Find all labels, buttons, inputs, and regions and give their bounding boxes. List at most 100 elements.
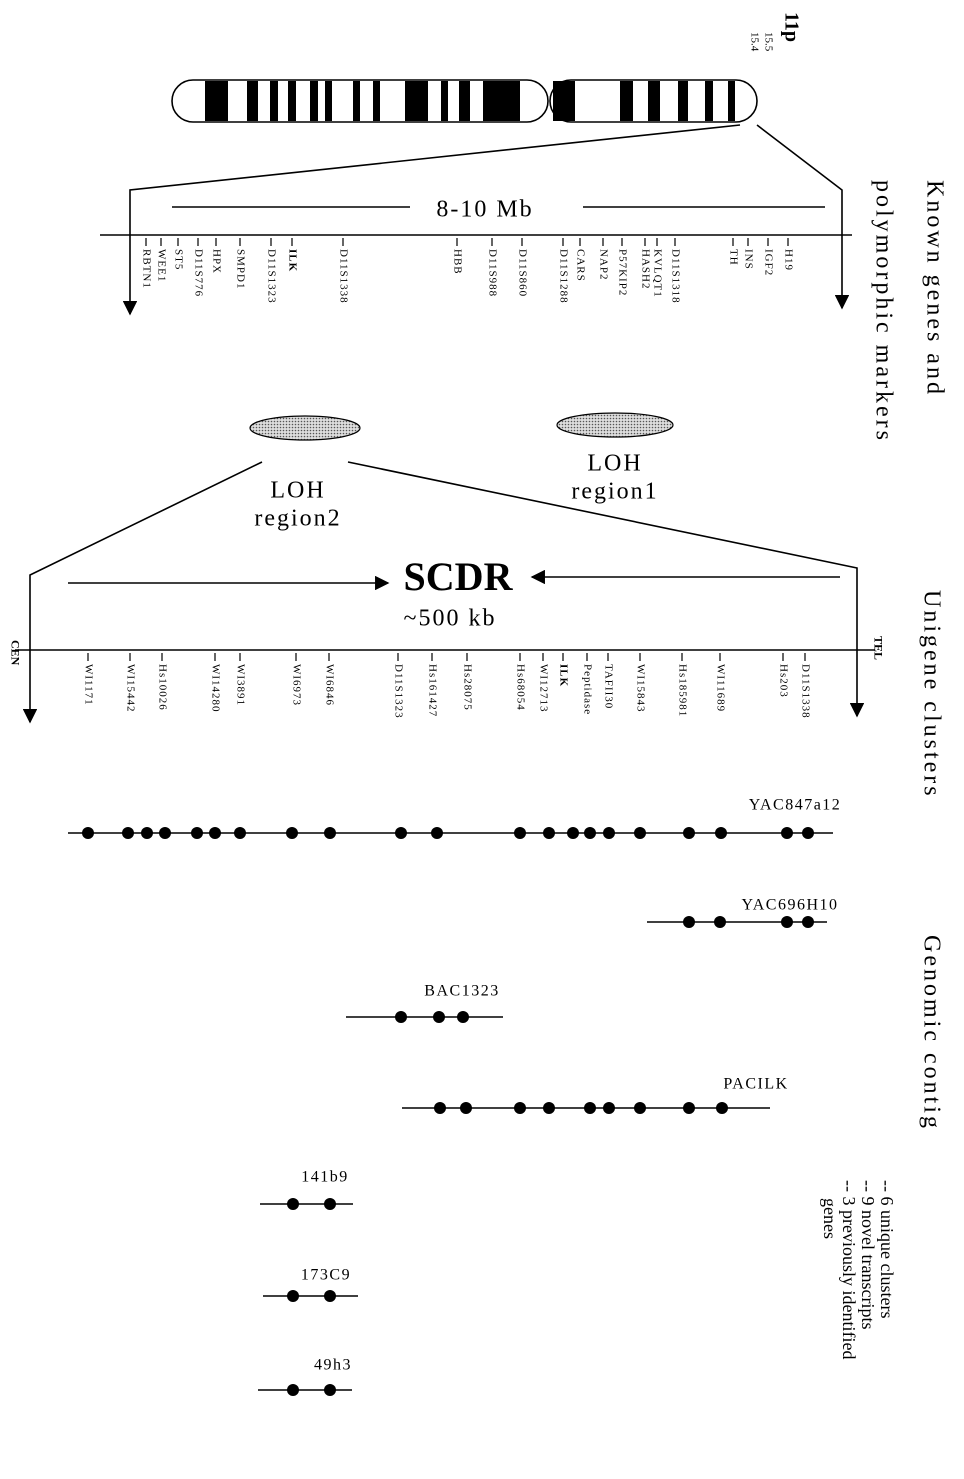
chromosome-label: 11p	[780, 12, 802, 42]
marker-dot	[781, 916, 793, 928]
marker-label: WI11689	[714, 664, 726, 712]
section-title: polymorphic markers	[870, 180, 896, 443]
marker-dot	[781, 827, 793, 839]
loh-label: region1	[571, 479, 658, 505]
section-title: Known genes and	[921, 180, 947, 397]
marker-label: INS	[742, 249, 754, 270]
marker-label: Hs68054	[514, 664, 526, 711]
marker-dot	[603, 827, 615, 839]
marker-dot	[514, 1102, 526, 1114]
marker-dot	[460, 1102, 472, 1114]
marker-label: D11S860	[516, 249, 528, 297]
marker-label: NAP2	[597, 249, 609, 281]
clone-label: BAC1323	[424, 983, 499, 1000]
end-label: TEL	[871, 636, 885, 660]
marker-label: KVLQT1	[651, 249, 663, 298]
band-label: 15.5	[762, 32, 774, 52]
marker-dot	[543, 1102, 555, 1114]
end-label: CEN	[8, 640, 22, 666]
clone-label: 173C9	[301, 1267, 351, 1284]
zoom-lines	[15, 124, 875, 724]
marker-label: Hs203	[777, 664, 789, 698]
region-label: SCDR	[404, 554, 514, 599]
marker-dot	[159, 827, 171, 839]
span-label: 8-10 Mb	[436, 197, 533, 223]
section-title: Unigene clusters	[918, 590, 944, 799]
marker-dot	[634, 827, 646, 839]
marker-dot	[191, 827, 203, 839]
marker-label: D11S1323	[265, 249, 277, 304]
marker-dot	[287, 1290, 299, 1302]
summary-line: -- 3 previously identified	[839, 1180, 859, 1359]
clone-label: YAC847a12	[749, 797, 842, 814]
clone-label: YAC696H10	[741, 897, 838, 914]
marker-label: D11S1323	[392, 664, 404, 719]
marker-label: HBB	[451, 249, 463, 275]
size-label: ~500 kb	[404, 606, 497, 632]
marker-dot	[431, 827, 443, 839]
loh-label: LOH	[587, 451, 642, 477]
marker-label: WI1171	[82, 664, 94, 706]
marker-label: ILK	[557, 664, 569, 687]
marker-dot	[234, 827, 246, 839]
marker-dot	[714, 916, 726, 928]
marker-dot	[634, 1102, 646, 1114]
marker-dot	[324, 1384, 336, 1396]
marker-label: ST5	[172, 249, 184, 270]
marker-label: IGF2	[762, 249, 774, 276]
marker-dot	[209, 827, 221, 839]
marker-dot	[324, 1290, 336, 1302]
marker-dot	[802, 827, 814, 839]
marker-dot	[715, 827, 727, 839]
marker-dot	[584, 827, 596, 839]
marker-label: Hs10026	[156, 664, 168, 711]
marker-dot	[82, 827, 94, 839]
marker-label: RBTN1	[140, 249, 152, 289]
marker-label: WI14280	[209, 664, 221, 713]
marker-dot	[543, 827, 555, 839]
marker-label: Hs185981	[676, 664, 688, 717]
marker-label: CARS	[574, 249, 586, 282]
marker-label: WI12713	[537, 664, 549, 713]
marker-label: WI6846	[323, 664, 335, 706]
marker-dot	[287, 1384, 299, 1396]
marker-dot	[802, 916, 814, 928]
marker-label: Hs161427	[426, 664, 438, 717]
loh-label: LOH	[270, 478, 325, 504]
marker-dot	[395, 827, 407, 839]
marker-label: ILK	[286, 249, 298, 272]
marker-label: WI15843	[634, 664, 646, 713]
marker-label: D11S988	[486, 249, 498, 297]
marker-dot	[395, 1011, 407, 1023]
marker-dot	[683, 1102, 695, 1114]
marker-dot	[584, 1102, 596, 1114]
marker-dot	[433, 1011, 445, 1023]
chromosome	[171, 79, 758, 123]
marker-label: WI15442	[124, 664, 136, 713]
marker-dot	[683, 827, 695, 839]
marker-dot	[286, 827, 298, 839]
loh-label: region2	[254, 506, 341, 532]
clone-label: 49h3	[314, 1357, 352, 1374]
marker-label: D11S1338	[799, 664, 811, 719]
marker-label: WEE1	[155, 249, 167, 282]
marker-label: HASH2	[639, 249, 651, 289]
marker-dot	[324, 827, 336, 839]
marker-dot	[287, 1198, 299, 1210]
marker-label: P57KIP2	[616, 249, 628, 296]
clone-label: 141b9	[301, 1169, 349, 1186]
summary-line: -- 6 unique clusters	[877, 1180, 897, 1318]
marker-dot	[434, 1102, 446, 1114]
marker-dot	[141, 827, 153, 839]
marker-label: Peptidase	[581, 664, 593, 715]
marker-label: HPX	[210, 249, 222, 274]
marker-label: TH	[727, 249, 739, 266]
marker-dot	[514, 827, 526, 839]
marker-dot	[683, 916, 695, 928]
band-label: 15.4	[748, 32, 760, 52]
marker-dot	[457, 1011, 469, 1023]
marker-dot	[716, 1102, 728, 1114]
marker-label: SMPD1	[234, 249, 246, 289]
